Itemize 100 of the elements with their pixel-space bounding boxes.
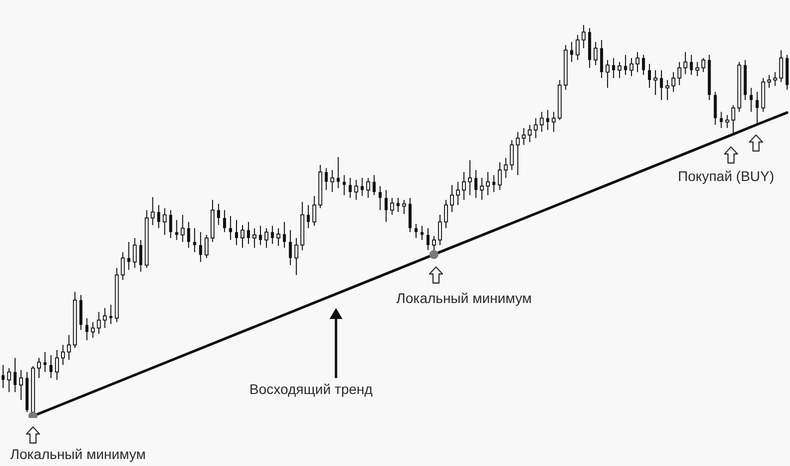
candlestick bbox=[468, 160, 472, 196]
candlestick bbox=[204, 234, 209, 259]
candlestick bbox=[7, 368, 12, 393]
candlestick bbox=[767, 74, 772, 88]
candlestick bbox=[354, 179, 358, 200]
candlestick bbox=[175, 219, 178, 240]
candlestick bbox=[193, 228, 196, 253]
candlestick bbox=[546, 109, 550, 130]
candlestick bbox=[396, 197, 400, 213]
candlestick bbox=[312, 195, 316, 226]
candlestick bbox=[671, 72, 676, 92]
candlestick bbox=[618, 61, 622, 79]
candlestick bbox=[342, 174, 346, 196]
candlestick bbox=[120, 252, 125, 281]
candlestick bbox=[180, 214, 185, 242]
candlestick bbox=[642, 54, 645, 76]
candlestick bbox=[330, 170, 334, 193]
candlestick bbox=[552, 111, 556, 132]
candlestick bbox=[438, 214, 442, 246]
candlestick bbox=[714, 91, 717, 126]
candlestick bbox=[366, 177, 370, 198]
annotation: Восходящий тренд bbox=[249, 381, 373, 397]
candlestick bbox=[773, 72, 778, 86]
candlestick bbox=[336, 156, 340, 189]
candlestick bbox=[486, 171, 490, 196]
candlestick bbox=[690, 54, 693, 76]
candlestick bbox=[665, 80, 670, 101]
candlestick bbox=[96, 311, 101, 334]
candlestick bbox=[37, 357, 41, 378]
candlestick bbox=[504, 157, 508, 178]
candlestick bbox=[594, 41, 598, 66]
candlestick bbox=[384, 190, 388, 222]
candlestick bbox=[522, 127, 526, 146]
candlestick bbox=[162, 208, 167, 236]
candlestick bbox=[127, 241, 130, 270]
candlestick bbox=[414, 223, 418, 239]
candlestick bbox=[132, 238, 137, 268]
candlestick bbox=[570, 41, 574, 62]
candlestick bbox=[348, 177, 352, 198]
candlestick bbox=[223, 210, 226, 233]
candlestick bbox=[235, 219, 238, 246]
candlestick bbox=[516, 131, 520, 176]
candlestick bbox=[636, 52, 640, 73]
candlestick bbox=[582, 25, 586, 49]
candlestick bbox=[102, 307, 107, 329]
candlestick bbox=[660, 70, 663, 101]
candlestick bbox=[276, 228, 280, 246]
candlestick bbox=[378, 186, 382, 211]
candlestick bbox=[199, 232, 202, 262]
candlestick bbox=[492, 174, 496, 193]
candlestick bbox=[648, 63, 651, 88]
candlestick bbox=[540, 111, 544, 132]
text: Локальный минимум bbox=[10, 446, 146, 462]
candlestick bbox=[288, 230, 292, 266]
candlestick bbox=[217, 203, 220, 226]
candlestick bbox=[282, 221, 286, 248]
candlestick bbox=[43, 351, 46, 373]
candlestick bbox=[695, 61, 700, 77]
candlestick bbox=[187, 221, 190, 248]
candlestick bbox=[606, 59, 610, 88]
candlestick bbox=[576, 34, 580, 60]
candlestick bbox=[534, 118, 538, 139]
candlestick bbox=[677, 61, 682, 86]
candlestick bbox=[450, 184, 454, 213]
candlestick bbox=[66, 334, 71, 360]
candlestick bbox=[683, 52, 688, 75]
candlestick bbox=[528, 124, 532, 143]
candlestick bbox=[229, 216, 232, 240]
annotation: Локальный минимум bbox=[396, 290, 532, 306]
candlestick bbox=[510, 140, 514, 171]
candlestick bbox=[306, 204, 310, 229]
candlestick bbox=[360, 177, 364, 196]
candlestick bbox=[372, 174, 376, 196]
candlestick bbox=[252, 228, 256, 248]
candlestick bbox=[2, 364, 5, 389]
candlestick bbox=[390, 197, 394, 216]
candlestick bbox=[725, 114, 730, 128]
annotation: Покупай (BUY) bbox=[678, 168, 774, 184]
candlestick bbox=[19, 370, 24, 400]
candlestick bbox=[14, 357, 17, 393]
candlestick bbox=[420, 225, 424, 240]
candlestick bbox=[139, 239, 142, 272]
candlestick bbox=[624, 54, 628, 76]
candlestick bbox=[85, 318, 88, 341]
candlestick bbox=[630, 58, 634, 77]
candlestick bbox=[701, 58, 706, 73]
candlestick bbox=[150, 196, 155, 226]
candlestick bbox=[750, 87, 753, 112]
candlestick bbox=[456, 181, 460, 206]
candlestick bbox=[779, 50, 784, 82]
candlestick bbox=[612, 58, 616, 79]
candlestick bbox=[426, 228, 430, 251]
candlestick bbox=[270, 225, 274, 244]
candlestick bbox=[474, 170, 478, 198]
candlestick bbox=[60, 344, 65, 366]
candlestick bbox=[157, 204, 160, 229]
candlestick bbox=[498, 162, 502, 191]
candlestick bbox=[294, 238, 298, 276]
candlestick bbox=[258, 225, 262, 246]
candlestick bbox=[169, 210, 172, 239]
